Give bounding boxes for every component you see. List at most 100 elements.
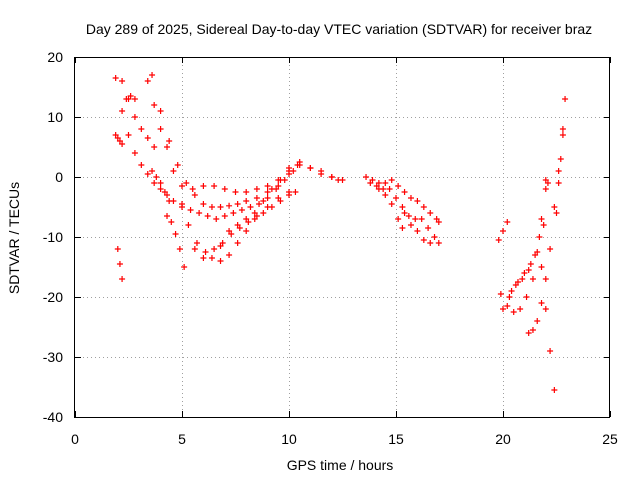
grid-lines	[75, 57, 610, 417]
data-series-arc-19	[497, 177, 549, 315]
data-point	[547, 348, 554, 354]
data-point	[138, 126, 145, 132]
data-point	[204, 213, 211, 219]
y-tick-label: 10	[47, 109, 63, 125]
data-point	[185, 222, 192, 228]
data-point	[504, 303, 511, 309]
data-point	[187, 207, 194, 213]
data-point	[260, 198, 267, 204]
data-point	[131, 114, 138, 120]
data-point	[191, 192, 198, 198]
data-point	[114, 246, 121, 252]
data-point	[157, 180, 164, 186]
data-point	[427, 210, 434, 216]
data-point	[208, 204, 215, 210]
data-point	[497, 291, 504, 297]
data-point	[176, 246, 183, 252]
data-point	[181, 264, 188, 270]
data-point	[517, 306, 524, 312]
data-point	[253, 195, 260, 201]
data-point	[519, 276, 526, 282]
data-point	[243, 216, 250, 222]
data-point	[307, 165, 314, 171]
data-series-arc-12	[217, 189, 299, 264]
data-point	[542, 276, 549, 282]
data-point	[256, 201, 263, 207]
data-point	[525, 330, 532, 336]
data-point	[420, 204, 427, 210]
data-series-arc-16	[375, 186, 406, 231]
data-point	[277, 198, 284, 204]
data-series-arc-23	[538, 264, 558, 393]
x-tick-label: 10	[281, 431, 297, 447]
data-point	[510, 309, 517, 315]
data-point	[542, 186, 549, 192]
data-point	[234, 201, 241, 207]
data-point	[131, 96, 138, 102]
data-point	[174, 162, 181, 168]
data-point	[202, 249, 209, 255]
y-tick-labels: -40 -30 -20 -10 0 10 20	[43, 49, 63, 425]
data-point	[234, 240, 241, 246]
data-point	[264, 195, 271, 201]
data-point	[151, 180, 158, 186]
data-point	[367, 180, 374, 186]
data-point	[538, 216, 545, 222]
y-tick-label: 20	[47, 49, 63, 65]
chart-title: Day 289 of 2025, Sidereal Day-to-day VTE…	[86, 21, 592, 37]
data-point	[243, 189, 250, 195]
data-point	[540, 222, 547, 228]
data-point	[393, 195, 399, 201]
data-point	[559, 126, 566, 132]
y-tick-label: -10	[43, 229, 63, 245]
data-point	[170, 168, 177, 174]
data-point	[431, 234, 438, 240]
data-point	[294, 162, 301, 168]
data-point	[131, 150, 138, 156]
data-series-arc-13	[179, 168, 297, 222]
data-series-arc-24	[553, 126, 566, 216]
data-point	[164, 144, 171, 150]
data-point	[495, 237, 502, 243]
data-point	[435, 219, 442, 225]
data-point	[119, 141, 126, 147]
x-axis-label: GPS time / hours	[287, 457, 394, 473]
data-point	[260, 210, 267, 216]
data-series-arc-21	[508, 180, 551, 294]
x-tick-label: 20	[495, 431, 511, 447]
data-point	[281, 177, 288, 183]
data-point	[268, 204, 275, 210]
data-point	[534, 318, 541, 324]
y-tick-label: -20	[43, 289, 63, 305]
data-point	[200, 255, 207, 261]
data-point	[264, 183, 271, 189]
data-point	[119, 78, 126, 84]
data-point	[125, 96, 132, 102]
data-point	[125, 132, 132, 138]
data-point	[191, 246, 198, 252]
data-point	[144, 78, 151, 84]
data-point	[196, 210, 203, 216]
data-point	[375, 186, 382, 192]
data-point	[217, 204, 224, 210]
data-point	[335, 177, 342, 183]
data-point	[401, 210, 408, 216]
data-point	[157, 108, 164, 114]
y-tick-label: 0	[55, 169, 63, 185]
data-point	[521, 270, 528, 276]
data-point	[500, 228, 506, 234]
data-point	[382, 192, 389, 198]
data-point	[407, 222, 414, 228]
data-series-arc-20	[500, 186, 549, 312]
data-point	[529, 276, 536, 282]
data-point	[399, 225, 406, 231]
data-point	[401, 189, 408, 195]
data-point	[292, 189, 299, 195]
data-point	[166, 198, 173, 204]
data-point	[251, 210, 258, 216]
data-series-arc-22	[525, 96, 569, 336]
data-point	[157, 126, 164, 132]
data-point	[547, 246, 554, 252]
data-point	[551, 387, 558, 393]
